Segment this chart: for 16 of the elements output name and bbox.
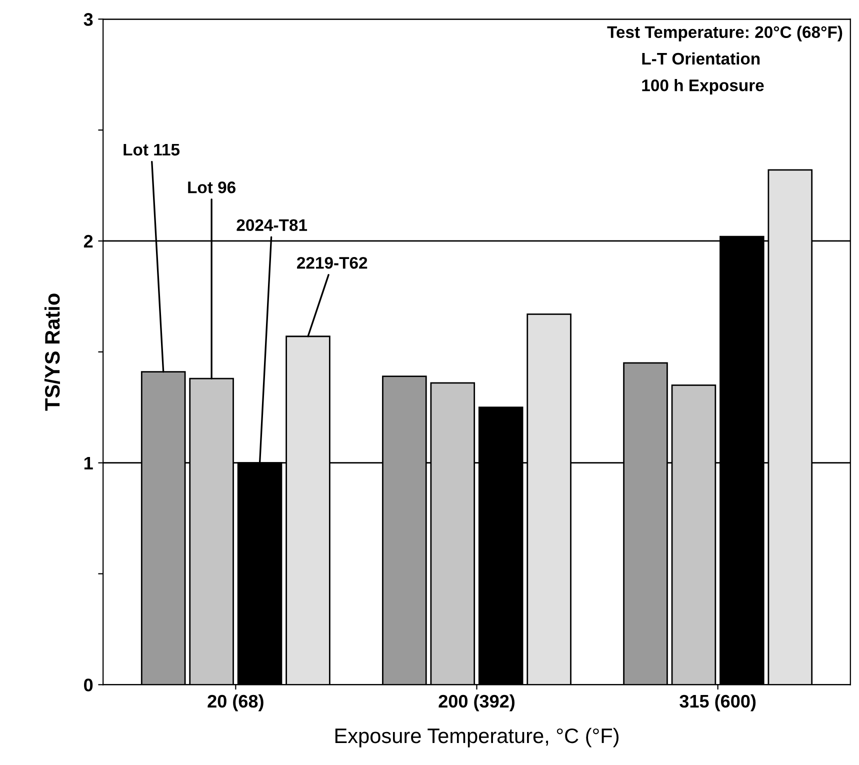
text: 2024-T81	[236, 219, 308, 232]
annotation: 100 h Exposure	[642, 79, 764, 95]
annotation: Test Temperature: 20°C (68°F)	[607, 26, 842, 42]
x-tick-label: 315 (600)	[680, 694, 756, 712]
y-tick-label: 2	[84, 234, 93, 248]
y-axis-title: TS/YS Ratio	[44, 294, 60, 411]
text: Lot 96	[188, 182, 236, 194]
x-tick-label: 200 (392)	[438, 694, 514, 712]
text: 2219-T62	[297, 256, 368, 269]
x-axis-title: Exposure Temperature, °C (°F)	[335, 728, 618, 748]
y-tick-label: 1	[84, 456, 93, 470]
text: Lot 115	[124, 144, 180, 156]
x-tick-label: 20 (68)	[208, 694, 264, 712]
y-tick-label: 3	[84, 13, 93, 26]
annotation: L-T Orientation	[642, 52, 760, 65]
y-tick-label: 0	[84, 678, 93, 692]
